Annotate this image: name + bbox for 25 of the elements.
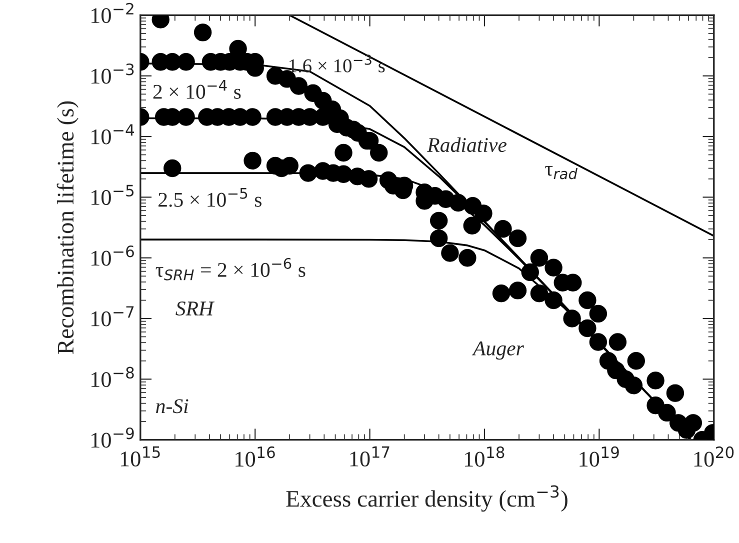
x-tick-label: 10$^{16}$ xyxy=(236,446,275,467)
y-tick-label: 10$^{−4}$ xyxy=(92,124,134,144)
y-axis-title: Recombination lifetime (s) xyxy=(56,101,78,354)
annotation: 2 × 10$^{−4}$ s xyxy=(153,80,241,99)
x-tick-label: 10$^{17}$ xyxy=(350,446,390,466)
y-tick-label: 10$^{−8}$ xyxy=(92,366,134,388)
x-tick-label: 10$^{15}$ xyxy=(120,446,160,466)
y-tick-label: 10$^{−5}$ xyxy=(92,184,134,205)
annotation: Radiative xyxy=(427,137,507,152)
annotation: n-Si xyxy=(156,399,188,414)
y-tick-label: 10$^{−9}$ xyxy=(92,427,134,448)
y-tick-label: 10$^{−7}$ xyxy=(92,306,134,326)
annotation: τ$_{rad}$ xyxy=(545,166,578,180)
x-tick-label: 10$^{20}$ xyxy=(694,446,734,467)
annotation: Auger xyxy=(472,341,524,360)
annotation: SRH xyxy=(176,302,215,316)
x-axis-title: Excess carrier density (cm$^{−3}$) xyxy=(286,485,568,512)
x-tick-label: 10$^{18}$ xyxy=(465,446,504,467)
y-tick-label: 10$^{−2}$ xyxy=(92,2,134,24)
y-tick-label: 10$^{−6}$ xyxy=(92,245,134,266)
annotation: 1.6 × 10$^{−3}$ s xyxy=(290,54,385,72)
x-tick-label: 10$^{19}$ xyxy=(580,446,619,467)
y-tick-label: 10$^{−3}$ xyxy=(92,64,134,84)
annotation: 2.5 × 10$^{−5}$ s xyxy=(158,188,262,207)
annotation: τ$_{SRH}$ = 2 × 10$^{−6}$ s xyxy=(156,258,306,280)
